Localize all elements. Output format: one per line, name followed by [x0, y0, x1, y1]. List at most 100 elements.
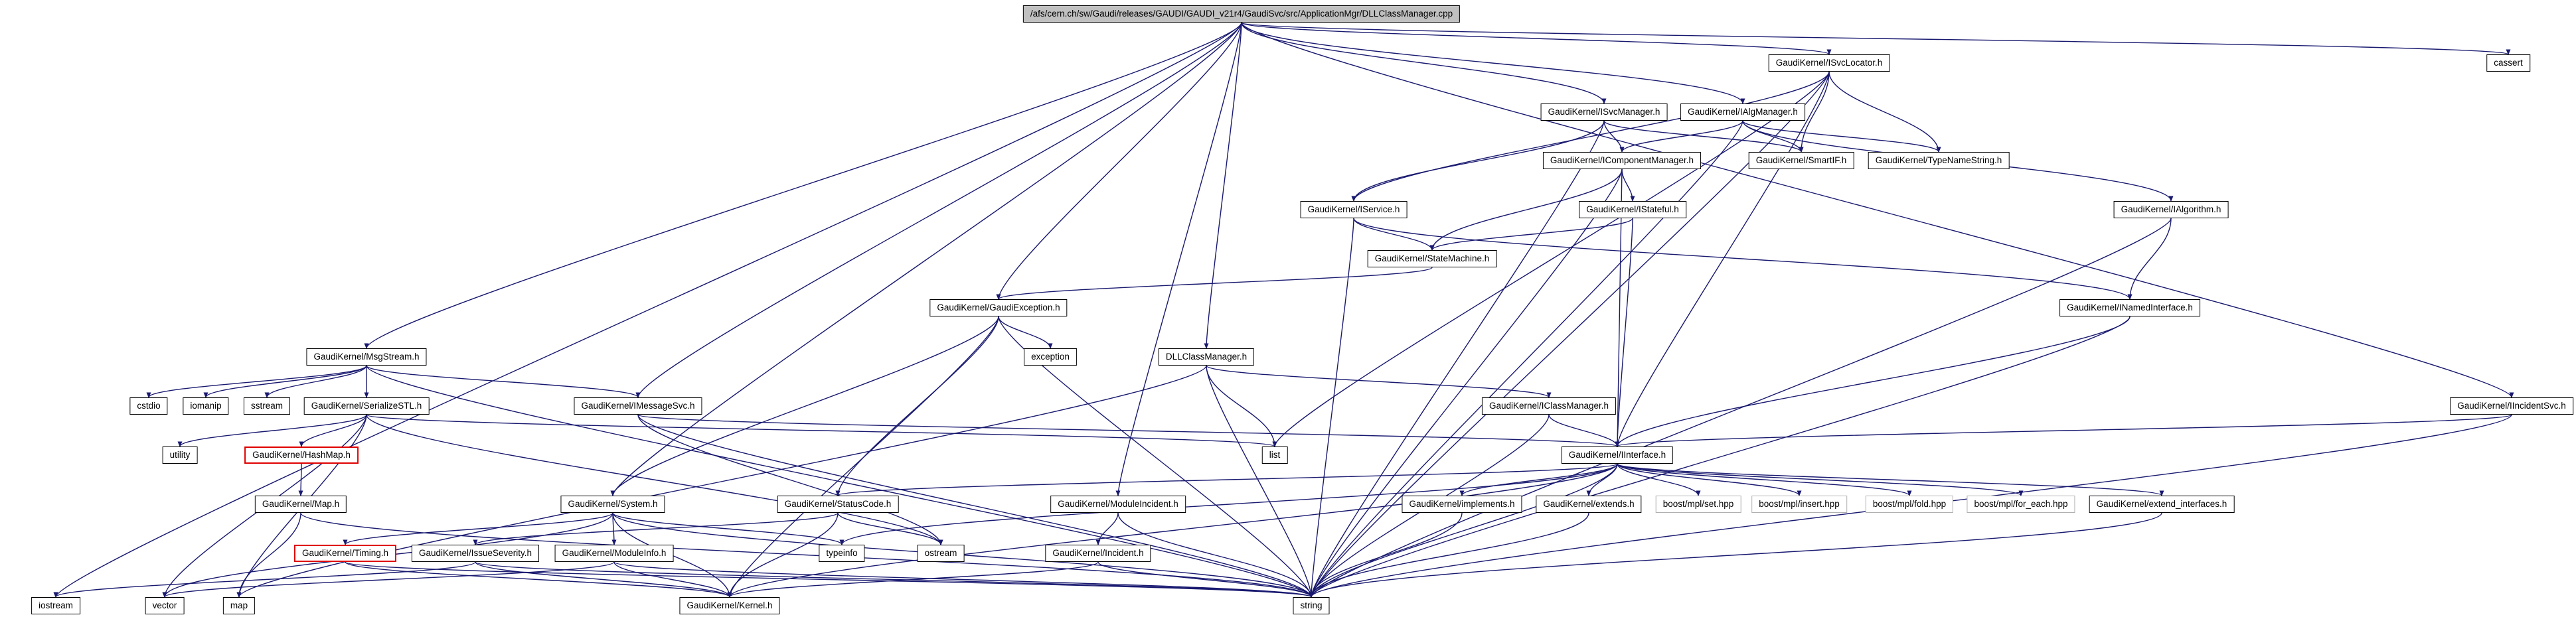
edge-istateful_h-iinterface_h [1615, 218, 1633, 447]
node-dllclassmanager_h[interactable]: DLLClassManager.h [1158, 348, 1255, 366]
edge-iinterface_h-typeinfo [839, 463, 1618, 545]
edge-iinterface_h-mpl_for_each [1617, 463, 2024, 496]
node-map_h[interactable]: GaudiKernel/Map.h [254, 496, 347, 513]
node-moduleinfo_h[interactable]: GaudiKernel/ModuleInfo.h [554, 545, 674, 562]
edge-msgstream_h-iomanip [203, 365, 367, 398]
node-vector[interactable]: vector [145, 597, 185, 614]
edge-iinterface_h-mpl_set [1617, 463, 1701, 496]
edge-iservice_h-statemachine_h [1353, 218, 1435, 251]
edge-gaudiexception_h-kernel_h [727, 316, 999, 598]
edge-iinterface_h-string [1309, 463, 1618, 598]
node-map[interactable]: map [222, 597, 256, 614]
node-extends_h[interactable]: GaudiKernel/extends.h [1536, 496, 1642, 513]
edge-dllclassmanager_h-iclassmanager_h [1206, 365, 1552, 398]
node-istateful_h[interactable]: GaudiKernel/IStateful.h [1579, 201, 1686, 218]
edge-statuscode_h-kernel_h [727, 512, 839, 598]
node-statuscode_h[interactable]: GaudiKernel/StatusCode.h [777, 496, 899, 513]
node-iincidentsvc_h[interactable]: GaudiKernel/IIncidentSvc.h [2450, 397, 2573, 415]
node-system_h[interactable]: GaudiKernel/System.h [560, 496, 665, 513]
edge-map_h-map [236, 512, 301, 598]
node-statemachine_h[interactable]: GaudiKernel/StateMachine.h [1367, 250, 1497, 267]
node-iinterface_h[interactable]: GaudiKernel/IInterface.h [1561, 447, 1674, 464]
edge-serializestl_h-utility [177, 414, 367, 447]
edge-cpp-imessagesvc_h [635, 22, 1242, 398]
node-implements_h[interactable]: GaudiKernel/implements.h [1402, 496, 1522, 513]
node-incident_h[interactable]: GaudiKernel/Incident.h [1045, 545, 1151, 562]
edge-map_h-string [300, 512, 1314, 598]
edge-icomponentmanager_h-istateful_h [1621, 169, 1635, 202]
edge-iinterface_h-kernel_h [727, 463, 1618, 598]
edge-moduleincident_h-incident_h [1095, 512, 1119, 545]
node-iclassmanager_h[interactable]: GaudiKernel/IClassManager.h [1481, 397, 1617, 415]
edge-cpp-system_h [610, 22, 1242, 496]
node-serializestl_h[interactable]: GaudiKernel/SerializeSTL.h [303, 397, 430, 415]
edge-system_h-moduleinfo_h [611, 512, 617, 545]
node-gaudiexception_h[interactable]: GaudiKernel/GaudiException.h [929, 299, 1068, 316]
edge-cpp-isvcmanager_h [1241, 22, 1607, 104]
edge-iincidentsvc_h-iinterface_h [1615, 414, 2512, 447]
edge-incident_h-string [1097, 561, 1314, 598]
edge-imessagesvc_h-ostream [637, 414, 943, 545]
node-mpl_set[interactable]: boost/mpl/set.hpp [1655, 496, 1741, 513]
node-icomponentmanager_h[interactable]: GaudiKernel/IComponentManager.h [1542, 152, 1702, 169]
node-iservice_h[interactable]: GaudiKernel/IService.h [1300, 201, 1408, 218]
edge-ialgorithm_h-inamedinterface_h [2127, 218, 2172, 300]
edge-iclassmanager_h-iinterface_h [1548, 414, 1620, 447]
node-timing_h[interactable]: GaudiKernel/Timing.h [293, 545, 397, 562]
edge-serializestl_h-hashmap_h [299, 414, 367, 447]
node-kernel_h[interactable]: GaudiKernel/Kernel.h [679, 597, 780, 614]
node-exception[interactable]: exception [1024, 348, 1077, 366]
node-ialgorithm_h[interactable]: GaudiKernel/IAlgorithm.h [2113, 201, 2229, 218]
edge-incident_h-kernel_h [727, 561, 1099, 598]
edge-msgstream_h-imessagesvc_h [366, 365, 641, 398]
edge-moduleinfo_h-kernel_h [613, 561, 732, 598]
node-ialgmanager_h[interactable]: GaudiKernel/IAlgManager.h [1680, 103, 1805, 121]
node-moduleincident_h[interactable]: GaudiKernel/ModuleIncident.h [1050, 496, 1186, 513]
node-cstdio[interactable]: cstdio [129, 397, 168, 415]
edge-system_h-typeinfo [612, 512, 845, 545]
edge-isvclocator_h-iservice_h [1351, 71, 1830, 202]
node-imessagesvc_h[interactable]: GaudiKernel/IMessageSvc.h [574, 397, 702, 415]
node-sstream[interactable]: sstream [243, 397, 291, 415]
edge-iinterface_h-mpl_fold [1617, 463, 1912, 496]
node-iostream[interactable]: iostream [31, 597, 80, 614]
edge-inamedinterface_h-string [1309, 316, 2131, 598]
edge-cpp-msgstream_h [364, 22, 1242, 349]
node-msgstream_h[interactable]: GaudiKernel/MsgStream.h [306, 348, 427, 366]
edge-system_h-timing_h [343, 512, 613, 545]
node-cpp[interactable]: /afs/cern.ch/sw/Gaudi/releases/GAUDI/GAU… [1022, 5, 1461, 23]
node-issueseverity_h[interactable]: GaudiKernel/IssueSeverity.h [411, 545, 540, 562]
edge-cpp-iostream [53, 22, 1242, 598]
node-utility[interactable]: utility [162, 447, 198, 464]
edge-serializestl_h-list [366, 414, 1277, 447]
node-string[interactable]: string [1293, 597, 1330, 614]
node-isvclocator_h[interactable]: GaudiKernel/ISvcLocator.h [1768, 54, 1890, 72]
node-mpl_for_each[interactable]: boost/mpl/for_each.hpp [1967, 496, 2075, 513]
node-inamedinterface_h[interactable]: GaudiKernel/INamedInterface.h [2059, 299, 2200, 316]
edge-gaudiexception_h-statuscode_h [835, 316, 999, 496]
edge-dllclassmanager_h-list [1206, 365, 1277, 447]
edge-msgstream_h-sstream [264, 365, 367, 398]
edge-cpp-iincidentsvc_h [1241, 22, 2514, 398]
edge-statuscode_h-ostream [837, 512, 943, 545]
node-typeinfo[interactable]: typeinfo [819, 545, 865, 562]
edge-istateful_h-statemachine_h [1429, 218, 1633, 251]
edge-timing_h-string [345, 561, 1313, 598]
node-ostream[interactable]: ostream [917, 545, 965, 562]
edge-isvclocator_h-iinterface_h [1615, 71, 1830, 447]
node-mpl_insert[interactable]: boost/mpl/insert.hpp [1751, 496, 1847, 513]
node-list[interactable]: list [1261, 447, 1288, 464]
node-cassert[interactable]: cassert [2486, 54, 2530, 72]
node-isvcmanager_h[interactable]: GaudiKernel/ISvcManager.h [1540, 103, 1668, 121]
edge-ialgmanager_h-string [1309, 120, 1743, 598]
node-iomanip[interactable]: iomanip [183, 397, 229, 415]
edge-moduleinfo_h-string [613, 561, 1314, 598]
edge-imessagesvc_h-string [637, 414, 1314, 598]
node-smartif_h[interactable]: GaudiKernel/SmartIF.h [1748, 152, 1854, 169]
node-mpl_fold[interactable]: boost/mpl/fold.hpp [1865, 496, 1954, 513]
node-extend_interfaces_h[interactable]: GaudiKernel/extend_interfaces.h [2089, 496, 2235, 513]
node-typenamestring_h[interactable]: GaudiKernel/TypeNameString.h [1868, 152, 2010, 169]
edge-imessagesvc_h-iinterface_h [637, 414, 1619, 447]
edge-statuscode_h-issueseverity_h [473, 512, 839, 545]
node-hashmap_h[interactable]: GaudiKernel/HashMap.h [244, 447, 359, 464]
